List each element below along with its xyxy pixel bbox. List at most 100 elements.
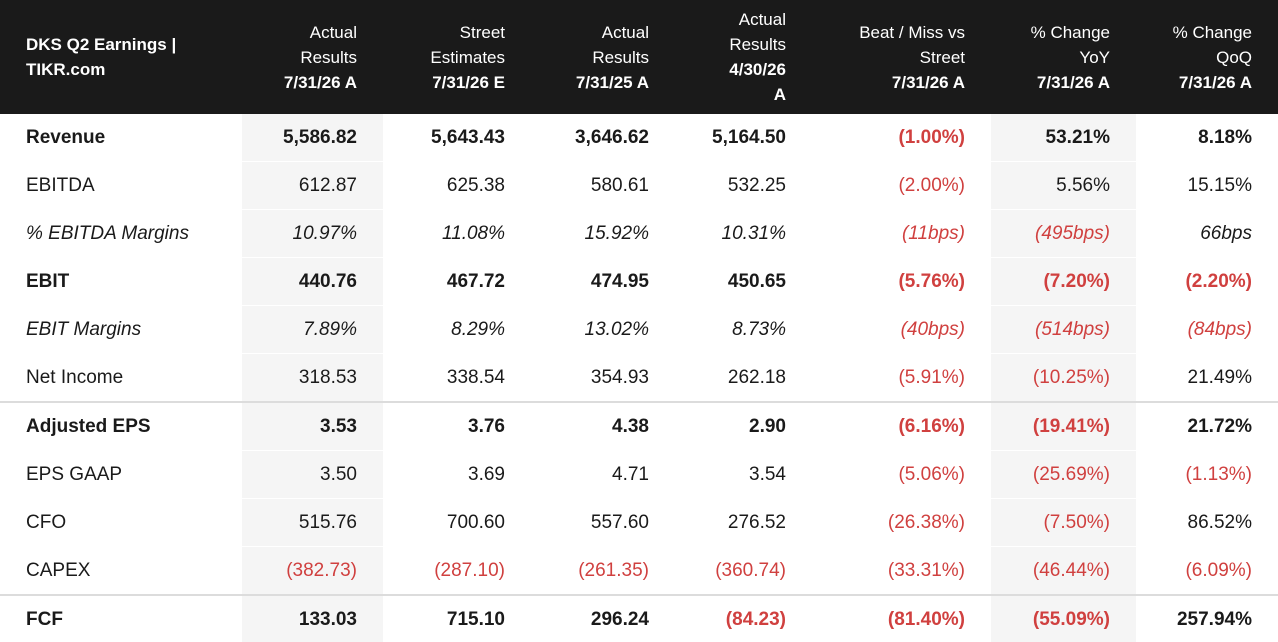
column-header-label: % Change xyxy=(1030,22,1110,42)
column-header-label: Actual xyxy=(601,22,649,42)
table-cell: (5.91%) xyxy=(812,353,991,403)
header-row: DKS Q2 Earnings | TIKR.com Actual Results 7… xyxy=(0,0,1278,114)
table-cell: 21.49% xyxy=(1136,353,1278,403)
row-label: EBIT Margins xyxy=(0,305,242,354)
table-cell: (33.31%) xyxy=(812,546,991,596)
table-cell: (1.00%) xyxy=(812,114,991,162)
column-header-date: 7/31/26 A xyxy=(1178,72,1252,92)
table-cell: (26.38%) xyxy=(812,498,991,547)
row-label: CAPEX xyxy=(0,546,242,596)
table-cell: 3,646.62 xyxy=(531,114,675,162)
title-line: TIKR.com xyxy=(26,60,106,79)
row-label: Adjusted EPS xyxy=(0,401,242,451)
table-body: Revenue 5,586.82 5,643.43 3,646.62 5,164.50(… xyxy=(0,114,1278,642)
column-header: Actual Results 7/31/25 A xyxy=(531,0,675,114)
table-row: CFO 515.76 700.60 557.60 276.52 (26.38%) (7.50… xyxy=(0,498,1278,547)
table-cell: 10.31% xyxy=(675,209,812,258)
table-cell: (2.00%) xyxy=(812,161,991,210)
table-cell: 11.08% xyxy=(383,209,531,258)
table-cell: 612.87 xyxy=(242,161,383,210)
table-cell: (2.20%) xyxy=(1136,257,1278,306)
table-cell: 450.65 xyxy=(675,257,812,306)
table-cell: 4.71 xyxy=(531,450,675,499)
table-cell: (5.06%) xyxy=(812,450,991,499)
table-cell: (7.50%) xyxy=(991,498,1136,547)
column-header-date: 4/30/26 xyxy=(729,60,786,79)
table-cell: 257.94% xyxy=(1136,594,1278,642)
table-cell: 3.53 xyxy=(242,401,383,451)
table-cell: 133.03 xyxy=(242,594,383,642)
table-cell: 262.18 xyxy=(675,353,812,403)
table-cell: 318.53 xyxy=(242,353,383,403)
table-cell: (55.09%) xyxy=(991,594,1136,642)
row-label: EPS GAAP xyxy=(0,450,242,499)
column-header-date: 7/31/26 A xyxy=(1036,72,1110,92)
table-cell: 3.50 xyxy=(242,450,383,499)
column-header-label: Actual xyxy=(738,10,786,29)
table-row: Revenue 5,586.82 5,643.43 3,646.62 5,164.50(… xyxy=(0,114,1278,162)
table-cell: (11bps) xyxy=(812,209,991,258)
column-header-label: YoY xyxy=(1079,47,1110,67)
table-cell: (10.25%) xyxy=(991,353,1136,403)
column-header-date: 7/31/26 E xyxy=(432,72,505,92)
title-line: DKS Q2 Earnings | xyxy=(26,35,177,54)
table-cell: 8.73% xyxy=(675,305,812,354)
table-cell: 5,164.50 xyxy=(675,114,812,162)
table-cell: 8.18% xyxy=(1136,114,1278,162)
table-cell: 276.52 xyxy=(675,498,812,547)
table-cell: (382.73) xyxy=(242,546,383,596)
table-row: EBIT Margins 7.89% 8.29% 13.02% 8.73% (40bps)… xyxy=(0,305,1278,354)
table-row: EPS GAAP 3.50 3.69 4.71 3.54 (5.06%) (25.69%)(… xyxy=(0,450,1278,499)
table-cell: (1.13%) xyxy=(1136,450,1278,499)
table-cell: 700.60 xyxy=(383,498,531,547)
column-header-date: A xyxy=(773,85,786,104)
table-cell: (25.69%) xyxy=(991,450,1136,499)
table-cell: (5.76%) xyxy=(812,257,991,306)
table-cell: 532.25 xyxy=(675,161,812,210)
table-cell: 3.54 xyxy=(675,450,812,499)
column-header-date: 7/31/26 A xyxy=(891,72,965,92)
table-cell: 5.56% xyxy=(991,161,1136,210)
row-label: Revenue xyxy=(0,114,242,162)
table-cell: (6.09%) xyxy=(1136,546,1278,596)
row-label: EBITDA xyxy=(0,161,242,210)
table-row: EBIT 440.76 467.72 474.95 450.65 (5.76%) (7.20… xyxy=(0,257,1278,306)
column-header: % Change QoQ 7/31/26 A xyxy=(1136,0,1278,114)
table-cell: (514bps) xyxy=(991,305,1136,354)
row-label: % EBITDA Margins xyxy=(0,209,242,258)
table-cell: (360.74) xyxy=(675,546,812,596)
table-cell: 625.38 xyxy=(383,161,531,210)
table-cell: 8.29% xyxy=(383,305,531,354)
table-cell: (287.10) xyxy=(383,546,531,596)
table-cell: 474.95 xyxy=(531,257,675,306)
table-cell: 53.21% xyxy=(991,114,1136,162)
column-header-date: 7/31/26 A xyxy=(283,72,357,92)
table-cell: 3.76 xyxy=(383,401,531,451)
table-cell: 10.97% xyxy=(242,209,383,258)
table-cell: 66bps xyxy=(1136,209,1278,258)
table-cell: (6.16%) xyxy=(812,401,991,451)
table-cell: 86.52% xyxy=(1136,498,1278,547)
table-cell: 296.24 xyxy=(531,594,675,642)
column-header: Actual Results 7/31/26 A xyxy=(242,0,383,114)
column-header: Actual Results 4/30/26 A xyxy=(675,0,812,114)
table-cell: 21.72% xyxy=(1136,401,1278,451)
row-label: Net Income xyxy=(0,353,242,403)
table-cell: 15.15% xyxy=(1136,161,1278,210)
table-cell: (84.23) xyxy=(675,594,812,642)
table-cell: (84bps) xyxy=(1136,305,1278,354)
table-title: DKS Q2 Earnings | TIKR.com xyxy=(0,0,242,114)
column-header-label: Results xyxy=(729,35,786,54)
table-cell: (261.35) xyxy=(531,546,675,596)
table-cell: 7.89% xyxy=(242,305,383,354)
row-label: CFO xyxy=(0,498,242,547)
column-header-label: Estimates xyxy=(430,47,505,67)
table-cell: 2.90 xyxy=(675,401,812,451)
table-cell: 354.93 xyxy=(531,353,675,403)
column-header-label: Street xyxy=(919,47,965,67)
table-cell: 515.76 xyxy=(242,498,383,547)
table-cell: 5,643.43 xyxy=(383,114,531,162)
table-cell: (495bps) xyxy=(991,209,1136,258)
